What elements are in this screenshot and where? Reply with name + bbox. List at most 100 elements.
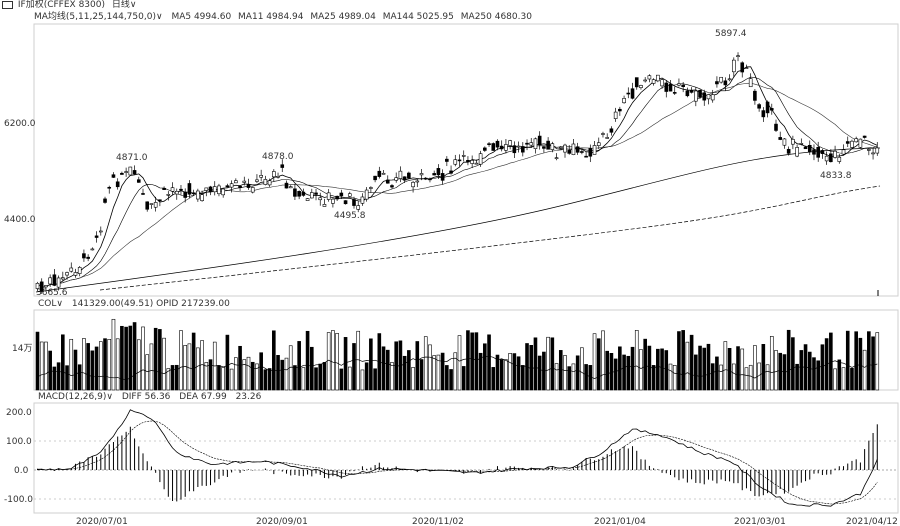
- candle-body: [656, 74, 660, 82]
- candle-body: [297, 191, 301, 197]
- candle-body: [94, 235, 99, 238]
- candle-body: [335, 195, 339, 200]
- candle-body: [61, 277, 65, 280]
- volume-bar: [702, 347, 707, 391]
- candle-body: [398, 170, 403, 179]
- volume-bar: [769, 336, 774, 391]
- candle-body: [626, 92, 631, 95]
- candle-body: [715, 81, 719, 85]
- candle-body: [791, 139, 795, 145]
- volume-bar: [871, 336, 875, 391]
- candle-body: [309, 192, 314, 199]
- volume-bar: [736, 346, 740, 391]
- y-tick-macd: 100.0: [6, 437, 32, 447]
- volume-bar: [537, 355, 542, 391]
- annotation-price: 4495.8: [334, 211, 366, 221]
- macd-indicator-label[interactable]: MACD(12,26,9): [38, 392, 107, 402]
- candle-body: [660, 79, 664, 87]
- candle-body: [373, 175, 377, 181]
- candle-body: [807, 144, 812, 152]
- volume-bar: [331, 330, 335, 391]
- candle-body: [563, 144, 567, 153]
- volume-bar: [487, 334, 491, 391]
- chevron-down-icon[interactable]: ∨: [155, 12, 163, 22]
- volume-bar: [630, 346, 635, 391]
- candle-body: [56, 277, 61, 288]
- candle-body: [850, 140, 854, 148]
- volume-bar: [533, 337, 538, 391]
- candle-body: [208, 186, 213, 192]
- chevron-down-icon[interactable]: ∨: [56, 299, 63, 309]
- volume-bar: [715, 356, 719, 391]
- volume-bar: [284, 357, 289, 391]
- ma-indicator-label[interactable]: MA均线(5,11,25,144,750,0): [34, 12, 156, 22]
- candle-body: [470, 160, 474, 164]
- annotation-high: 5897.4: [715, 29, 747, 39]
- volume-bar: [778, 352, 783, 391]
- volume-bar: [339, 368, 344, 391]
- candle-body: [710, 94, 715, 101]
- volume-bar: [495, 354, 500, 391]
- candle-body: [225, 185, 230, 188]
- candle-body: [537, 135, 542, 146]
- candle-body: [786, 148, 791, 154]
- candle-body: [162, 187, 166, 190]
- candle-body: [115, 181, 120, 188]
- candle-body: [694, 90, 698, 102]
- volume-bar: [512, 353, 517, 391]
- candle-body: [179, 188, 183, 191]
- volume-bar: [52, 366, 57, 391]
- candle-body: [862, 135, 867, 138]
- candle-body: [326, 192, 331, 200]
- ma144-value: MA144 5025.95: [382, 12, 454, 22]
- candle-body: [242, 180, 247, 183]
- candle-body: [867, 149, 871, 151]
- candle-body: [280, 164, 285, 168]
- volume-bar: [352, 343, 356, 391]
- period-selector[interactable]: 日线∨: [112, 0, 137, 10]
- volume-bar: [39, 341, 44, 391]
- candle-body: [525, 142, 529, 145]
- candle-body: [250, 187, 255, 193]
- volume-bar: [478, 352, 483, 391]
- candle-body: [246, 184, 251, 188]
- volume-indicator-label[interactable]: COL: [38, 299, 57, 309]
- volume-bar: [618, 346, 622, 391]
- volume-bar: [35, 331, 40, 391]
- candle-body: [609, 128, 614, 133]
- macd-value: 23.26: [235, 392, 262, 402]
- volume-bar: [651, 365, 656, 391]
- candle-body: [141, 193, 145, 195]
- volume-bar: [453, 352, 458, 391]
- candle-body: [153, 202, 158, 208]
- volume-bar: [516, 356, 521, 391]
- chevron-down-icon[interactable]: ∨: [106, 392, 113, 402]
- volume-bar: [61, 334, 65, 391]
- candle-body: [516, 145, 521, 148]
- candle-body: [622, 98, 626, 104]
- candle-body: [698, 89, 702, 98]
- volume-bar: [179, 330, 183, 391]
- candle-body: [453, 159, 458, 165]
- volume-bar: [731, 363, 736, 391]
- candle-body: [369, 187, 373, 189]
- volume-bar: [854, 331, 858, 391]
- volume-bar: [841, 367, 846, 391]
- volume-bar: [622, 354, 626, 391]
- volume-bar: [563, 355, 567, 391]
- candle-body: [65, 272, 69, 276]
- candle-body: [558, 146, 563, 149]
- candle-body: [390, 185, 394, 188]
- x-tick-label: 2020/09/01: [256, 517, 308, 526]
- candle-body: [689, 89, 694, 93]
- candle-body: [664, 82, 669, 92]
- volume-bar: [677, 331, 681, 391]
- volume-bar: [250, 361, 255, 391]
- ma250-value: MA250 4680.30: [460, 12, 532, 22]
- volume-bar: [120, 325, 124, 391]
- candle-body: [601, 133, 605, 135]
- volume-bar: [94, 346, 99, 391]
- volume-bar: [466, 330, 470, 391]
- volume-bar: [558, 350, 563, 391]
